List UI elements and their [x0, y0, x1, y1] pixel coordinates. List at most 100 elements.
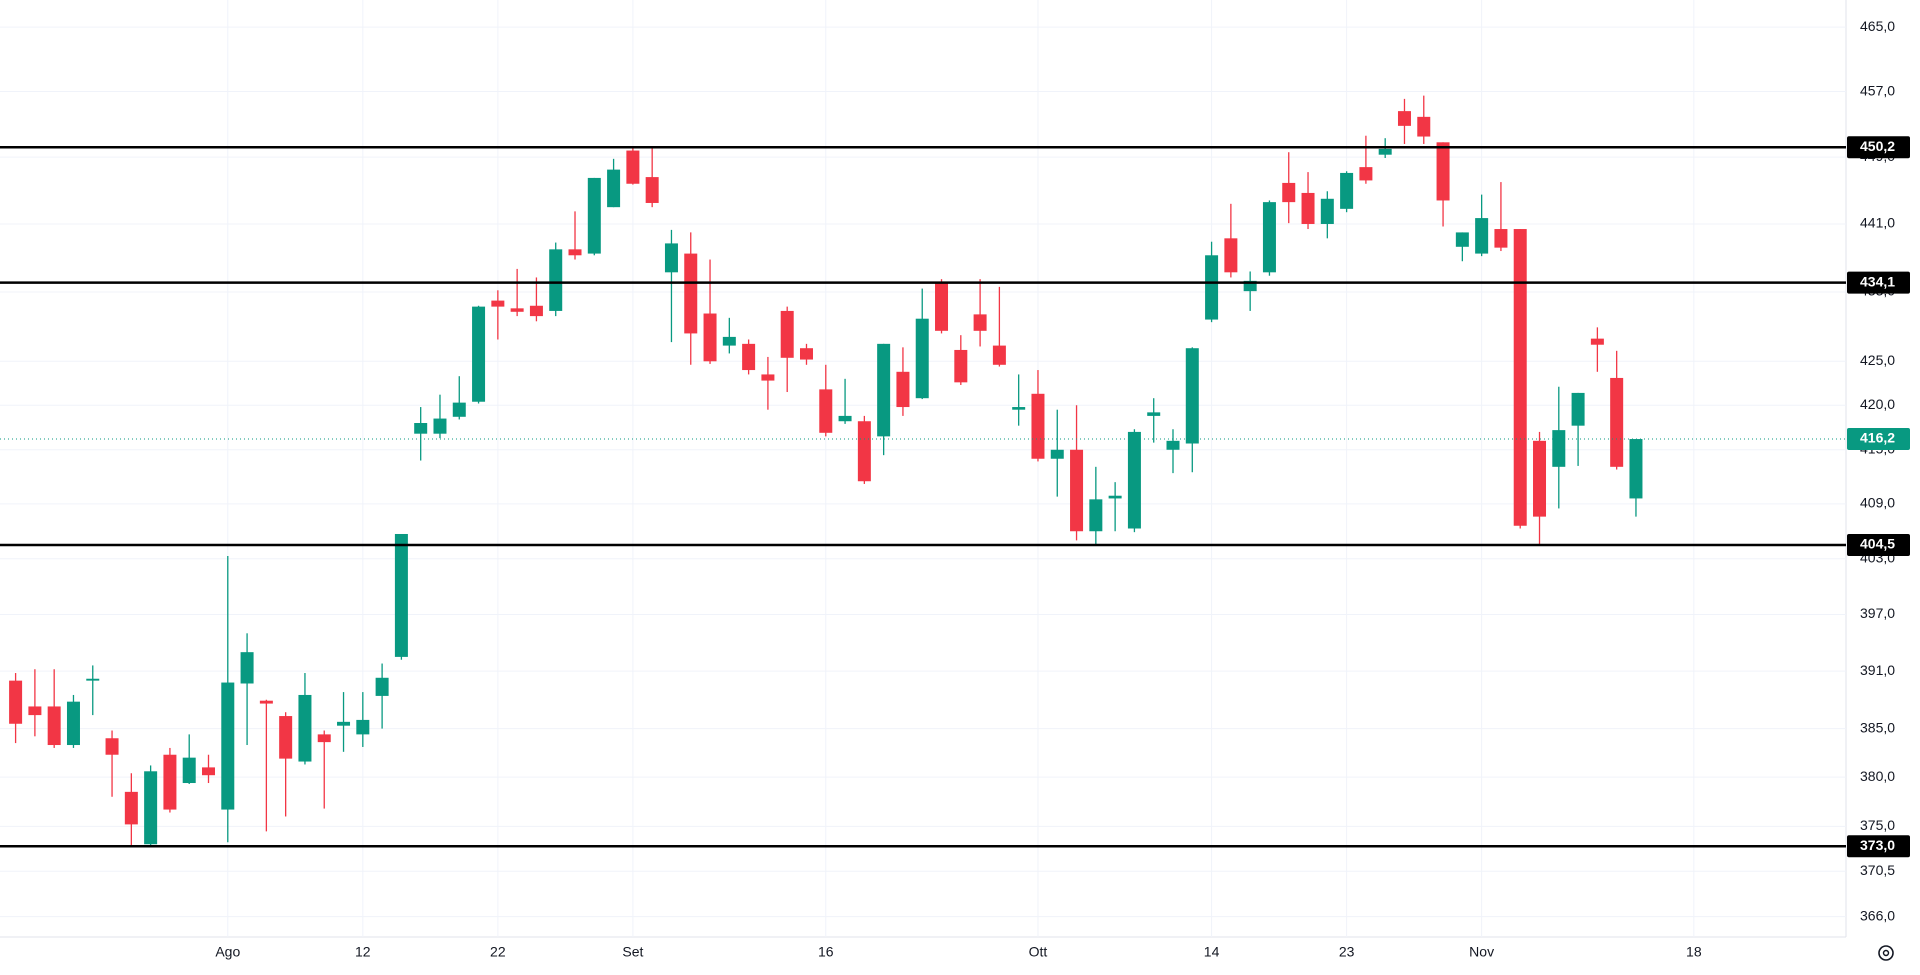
candle-body	[799, 348, 813, 360]
candle-body	[394, 533, 408, 657]
candle-body	[337, 721, 351, 726]
y-tick-label: 385,0	[1860, 719, 1895, 735]
candle-body	[896, 371, 910, 408]
y-tick-label: 425,0	[1860, 352, 1895, 368]
level-label: 434,1	[1860, 273, 1895, 289]
candle-body	[626, 150, 640, 184]
x-tick-label: 22	[490, 944, 506, 960]
candle-body	[414, 423, 428, 434]
candle-body	[645, 177, 659, 203]
candle-body	[1089, 499, 1103, 532]
candle-body	[1378, 148, 1392, 155]
candle-body	[684, 253, 698, 334]
candle-body	[703, 313, 717, 362]
candle-body	[47, 706, 61, 746]
y-tick-label: 465,0	[1860, 18, 1895, 34]
candle-body	[28, 706, 42, 716]
candle-body	[510, 308, 524, 312]
y-tick-label: 409,0	[1860, 495, 1895, 511]
candle-body	[1397, 111, 1411, 126]
candle-body	[105, 738, 119, 755]
y-tick-label: 375,0	[1860, 817, 1895, 833]
level-label: 373,0	[1860, 837, 1895, 853]
candle-body	[240, 652, 254, 684]
candle-body	[1070, 449, 1084, 532]
candle-body	[9, 680, 23, 724]
candle-body	[259, 700, 273, 704]
candle-body	[742, 343, 756, 371]
level-box	[1847, 835, 1910, 858]
candle-body	[954, 349, 968, 383]
candle-body	[1282, 182, 1296, 203]
candle-body	[819, 389, 833, 433]
candle-body	[1475, 218, 1489, 254]
candle-body	[1320, 198, 1334, 224]
candle-body	[317, 734, 331, 743]
candle-body	[568, 249, 582, 256]
candle-body	[279, 716, 293, 759]
candle-body	[1359, 167, 1373, 181]
candle-body	[1050, 449, 1064, 459]
candle-body	[202, 767, 215, 776]
candle-body	[722, 336, 736, 346]
candle-body	[992, 345, 1006, 365]
x-tick-label: Nov	[1469, 944, 1494, 960]
x-tick-label: 16	[818, 944, 834, 960]
candle-body	[452, 402, 466, 417]
y-tick-label: 380,0	[1860, 768, 1895, 784]
candle-body	[1552, 430, 1566, 467]
level-box	[1847, 136, 1910, 159]
level-box	[1847, 271, 1910, 294]
candle-body	[356, 719, 370, 735]
candle-body	[529, 305, 543, 317]
candle-body	[1610, 377, 1624, 467]
candle-body	[375, 677, 389, 696]
y-tick-label: 366,0	[1860, 907, 1895, 923]
settings-icon-ring[interactable]	[1878, 945, 1894, 961]
candle-body	[1147, 412, 1161, 416]
candle-body	[163, 754, 177, 810]
candle-body	[86, 678, 100, 681]
candle-body	[433, 418, 447, 434]
candle-body	[838, 415, 852, 422]
settings-icon[interactable]	[1878, 945, 1894, 961]
candle-body	[549, 249, 563, 311]
candle-body	[935, 283, 949, 331]
candle-body	[1262, 202, 1276, 273]
candle-body	[877, 343, 891, 437]
candle-body	[857, 421, 871, 482]
last-price-label: 416,2	[1860, 430, 1895, 446]
y-tick-label: 457,0	[1860, 82, 1895, 98]
candle-body	[472, 306, 486, 402]
candle-body	[66, 701, 80, 746]
settings-icon-center[interactable]	[1882, 949, 1890, 957]
last-price-box	[1847, 428, 1910, 451]
y-tick-label: 391,0	[1860, 662, 1895, 678]
candle-body	[124, 791, 138, 825]
candle-body	[1243, 280, 1257, 292]
x-tick-label: Set	[622, 944, 643, 960]
candle-body	[761, 374, 775, 381]
candle-body	[1417, 116, 1431, 137]
candle-body	[1185, 348, 1199, 444]
candle-body	[144, 771, 158, 845]
candle-body	[607, 169, 621, 208]
candle-body	[1629, 439, 1643, 499]
candle-body	[1455, 232, 1469, 247]
candle-body	[973, 314, 987, 331]
y-tick-label: 370,5	[1860, 862, 1895, 878]
candle-body	[491, 300, 505, 307]
candle-body	[221, 682, 235, 810]
candle-body	[1590, 338, 1604, 345]
candle-body	[1571, 392, 1585, 426]
candle-body	[298, 694, 312, 762]
candle-body	[1513, 229, 1527, 526]
candle-body	[1127, 431, 1141, 529]
level-label: 450,2	[1860, 138, 1895, 154]
x-tick-label: 23	[1339, 944, 1355, 960]
candle-body	[1436, 142, 1450, 201]
x-tick-label: Ago	[215, 944, 240, 960]
candle-body	[182, 757, 196, 784]
candle-body	[780, 310, 794, 358]
